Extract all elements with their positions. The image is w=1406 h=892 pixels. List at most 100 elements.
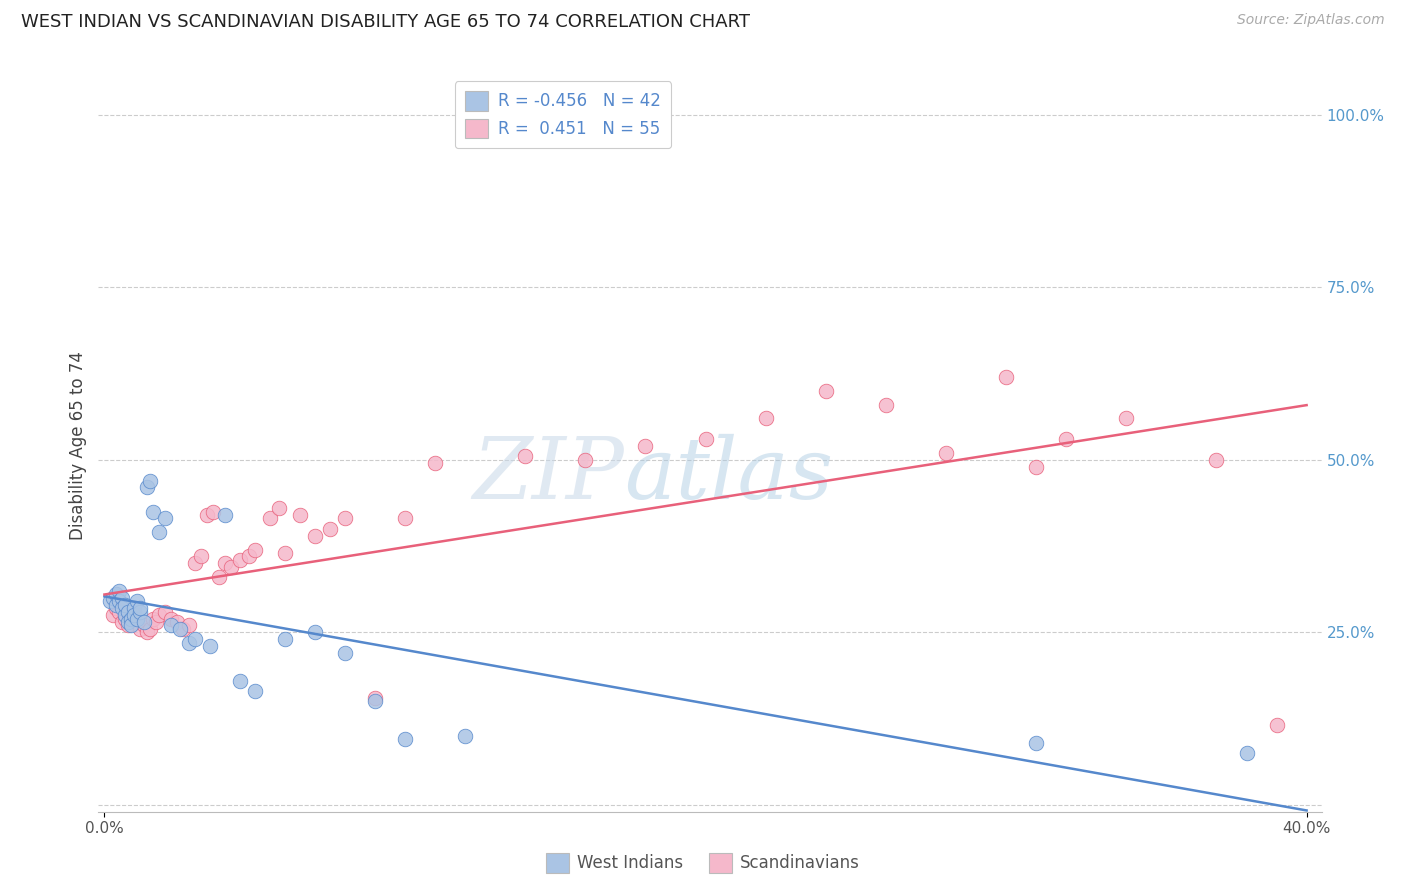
Point (114, 608, 136, 623)
Point (117, 605, 139, 619)
Point (148, 608, 170, 623)
Point (159, 611, 181, 625)
Text: atlas: atlas (624, 434, 834, 516)
Point (238, 549, 260, 564)
Legend: West Indians, Scandinavians: West Indians, Scandinavians (538, 847, 868, 880)
Point (259, 511, 281, 525)
Point (145, 615, 167, 629)
Point (190, 549, 212, 564)
Point (153, 511, 176, 525)
Point (228, 553, 250, 567)
Point (274, 546, 297, 560)
Point (127, 594, 149, 608)
Point (129, 605, 152, 619)
Point (995, 370, 1018, 384)
Point (214, 508, 236, 522)
Point (304, 529, 326, 543)
Point (875, 398, 897, 412)
Point (814, 384, 837, 398)
Point (103, 608, 125, 623)
Point (1236, 746, 1258, 760)
Point (127, 615, 149, 629)
Point (1265, 718, 1288, 732)
Point (364, 694, 387, 708)
Point (1025, 736, 1047, 750)
Point (166, 615, 188, 629)
Point (201, 504, 224, 518)
Point (267, 501, 290, 516)
Point (183, 557, 205, 571)
Point (129, 622, 152, 636)
Legend: R = -0.456   N = 42, R =  0.451   N = 55: R = -0.456 N = 42, R = 0.451 N = 55 (456, 81, 671, 148)
Point (177, 618, 200, 632)
Point (129, 601, 152, 615)
Point (138, 474, 160, 488)
Point (117, 618, 139, 632)
Point (135, 480, 157, 494)
Point (114, 598, 136, 612)
Point (108, 605, 131, 619)
Point (288, 508, 311, 522)
Point (515, 450, 537, 464)
Point (108, 594, 131, 608)
Point (111, 591, 134, 605)
Point (153, 605, 176, 619)
Point (574, 452, 596, 467)
Point (364, 690, 387, 705)
Point (124, 608, 146, 623)
Point (141, 504, 163, 518)
Point (274, 632, 297, 647)
Point (177, 635, 200, 649)
Point (105, 601, 128, 615)
Point (141, 611, 163, 625)
Point (304, 625, 326, 640)
Point (228, 673, 250, 688)
Point (132, 618, 155, 632)
Point (159, 618, 181, 632)
Point (1054, 432, 1077, 446)
Text: WEST INDIAN VS SCANDINAVIAN DISABILITY AGE 65 TO 74 CORRELATION CHART: WEST INDIAN VS SCANDINAVIAN DISABILITY A… (21, 13, 749, 31)
Point (121, 611, 143, 625)
Point (138, 622, 160, 636)
Point (105, 587, 128, 601)
Point (148, 525, 170, 540)
Point (127, 611, 149, 625)
Point (333, 646, 356, 660)
Point (124, 601, 146, 615)
Point (1025, 459, 1047, 474)
Point (135, 625, 157, 640)
Point (111, 601, 134, 615)
Point (103, 591, 125, 605)
Point (169, 622, 191, 636)
Point (394, 511, 416, 525)
Point (935, 446, 957, 460)
Point (1115, 411, 1137, 425)
Y-axis label: Disability Age 65 to 74: Disability Age 65 to 74 (69, 351, 87, 541)
Point (319, 522, 342, 536)
Point (454, 729, 477, 743)
Point (114, 611, 136, 625)
Point (100, 594, 122, 608)
Point (634, 439, 657, 453)
Point (423, 456, 446, 470)
Point (243, 684, 266, 698)
Point (121, 608, 143, 623)
Point (755, 411, 778, 425)
Point (695, 432, 717, 446)
Point (198, 639, 221, 653)
Point (208, 570, 231, 584)
Point (183, 632, 205, 647)
Text: Source: ZipAtlas.com: Source: ZipAtlas.com (1237, 13, 1385, 28)
Point (124, 605, 146, 619)
Point (1205, 452, 1227, 467)
Point (219, 559, 242, 574)
Point (243, 542, 266, 557)
Point (108, 583, 131, 598)
Point (394, 732, 416, 747)
Point (333, 511, 356, 525)
Point (132, 615, 155, 629)
Text: ZIP: ZIP (472, 434, 624, 516)
Point (117, 615, 139, 629)
Point (111, 615, 134, 629)
Point (172, 622, 194, 636)
